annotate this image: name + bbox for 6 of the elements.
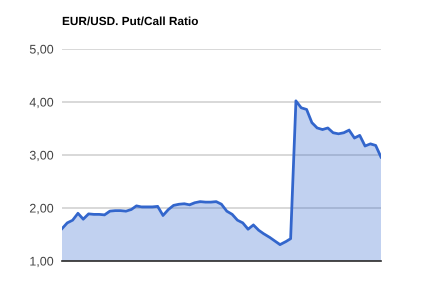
- y-tick-label: 2,00: [30, 204, 54, 214]
- y-tick-label: 1,00: [30, 256, 54, 268]
- y-tick-label: 5,00: [30, 44, 54, 56]
- y-tick-label: 3,00: [30, 150, 54, 162]
- y-tick-label: 4,00: [30, 98, 54, 108]
- chart-title: EUR/USD. Put/Call Ratio: [62, 16, 198, 26]
